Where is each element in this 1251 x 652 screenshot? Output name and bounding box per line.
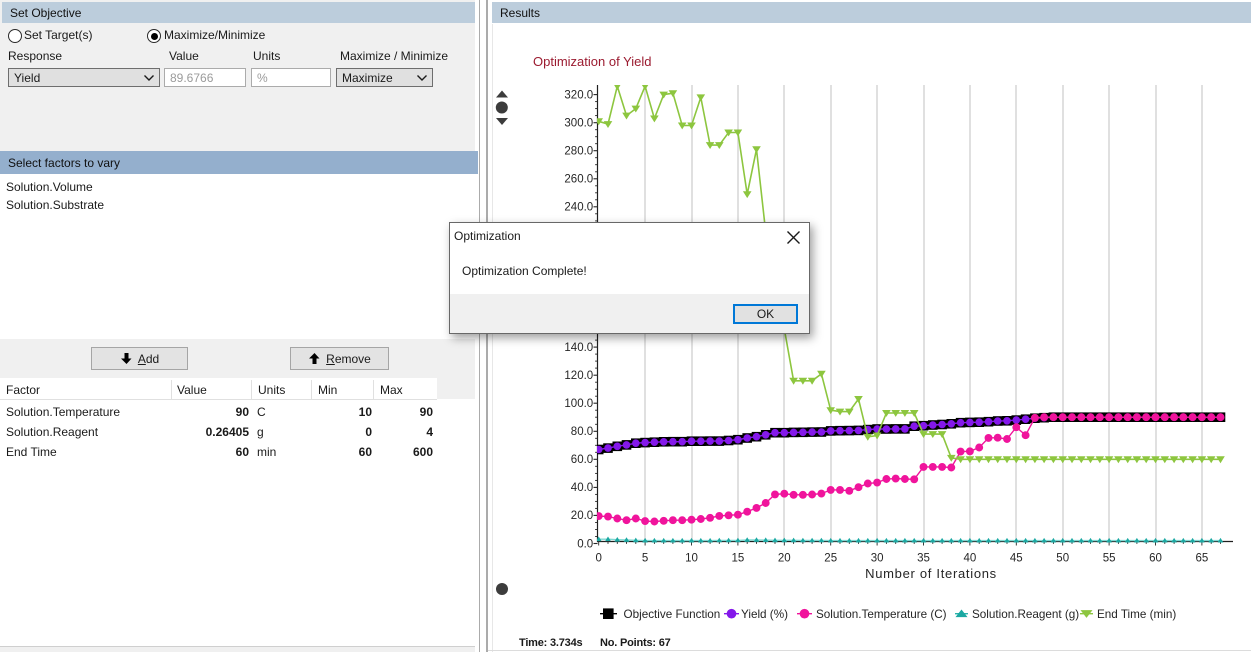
svg-text:140.0: 140.0 [564, 342, 593, 354]
svg-text:15: 15 [732, 553, 745, 565]
svg-text:Solution.Reagent (g): Solution.Reagent (g) [972, 608, 1079, 621]
svg-text:40: 40 [964, 553, 977, 565]
svg-text:20: 20 [778, 553, 791, 565]
svg-text:280.0: 280.0 [564, 146, 593, 158]
svg-text:Number of Iterations: Number of Iterations [865, 566, 997, 581]
svg-text:60.0: 60.0 [571, 454, 593, 466]
svg-text:End Time (min): End Time (min) [1097, 608, 1176, 621]
svg-text:300.0: 300.0 [564, 118, 593, 130]
svg-text:100.0: 100.0 [564, 398, 593, 410]
svg-text:35: 35 [917, 553, 930, 565]
svg-text:55: 55 [1103, 553, 1116, 565]
svg-text:65: 65 [1196, 553, 1209, 565]
svg-text:Solution.Temperature (C): Solution.Temperature (C) [816, 608, 947, 621]
svg-text:260.0: 260.0 [564, 174, 593, 186]
svg-text:0.0: 0.0 [577, 538, 593, 550]
svg-text:25: 25 [824, 553, 837, 565]
svg-text:20.0: 20.0 [571, 510, 593, 522]
svg-text:50: 50 [1056, 553, 1069, 565]
svg-text:30: 30 [871, 553, 884, 565]
svg-text:10: 10 [685, 553, 698, 565]
svg-text:80.0: 80.0 [571, 426, 593, 438]
svg-text:0: 0 [595, 553, 601, 565]
svg-text:5: 5 [642, 553, 648, 565]
svg-text:40.0: 40.0 [571, 482, 593, 494]
svg-text:Yield (%): Yield (%) [741, 608, 788, 621]
svg-text:60: 60 [1149, 553, 1162, 565]
svg-text:240.0: 240.0 [564, 202, 593, 214]
svg-text:Objective Function: Objective Function [624, 608, 721, 621]
svg-text:45: 45 [1010, 553, 1023, 565]
svg-text:320.0: 320.0 [564, 89, 593, 101]
svg-text:120.0: 120.0 [564, 370, 593, 382]
